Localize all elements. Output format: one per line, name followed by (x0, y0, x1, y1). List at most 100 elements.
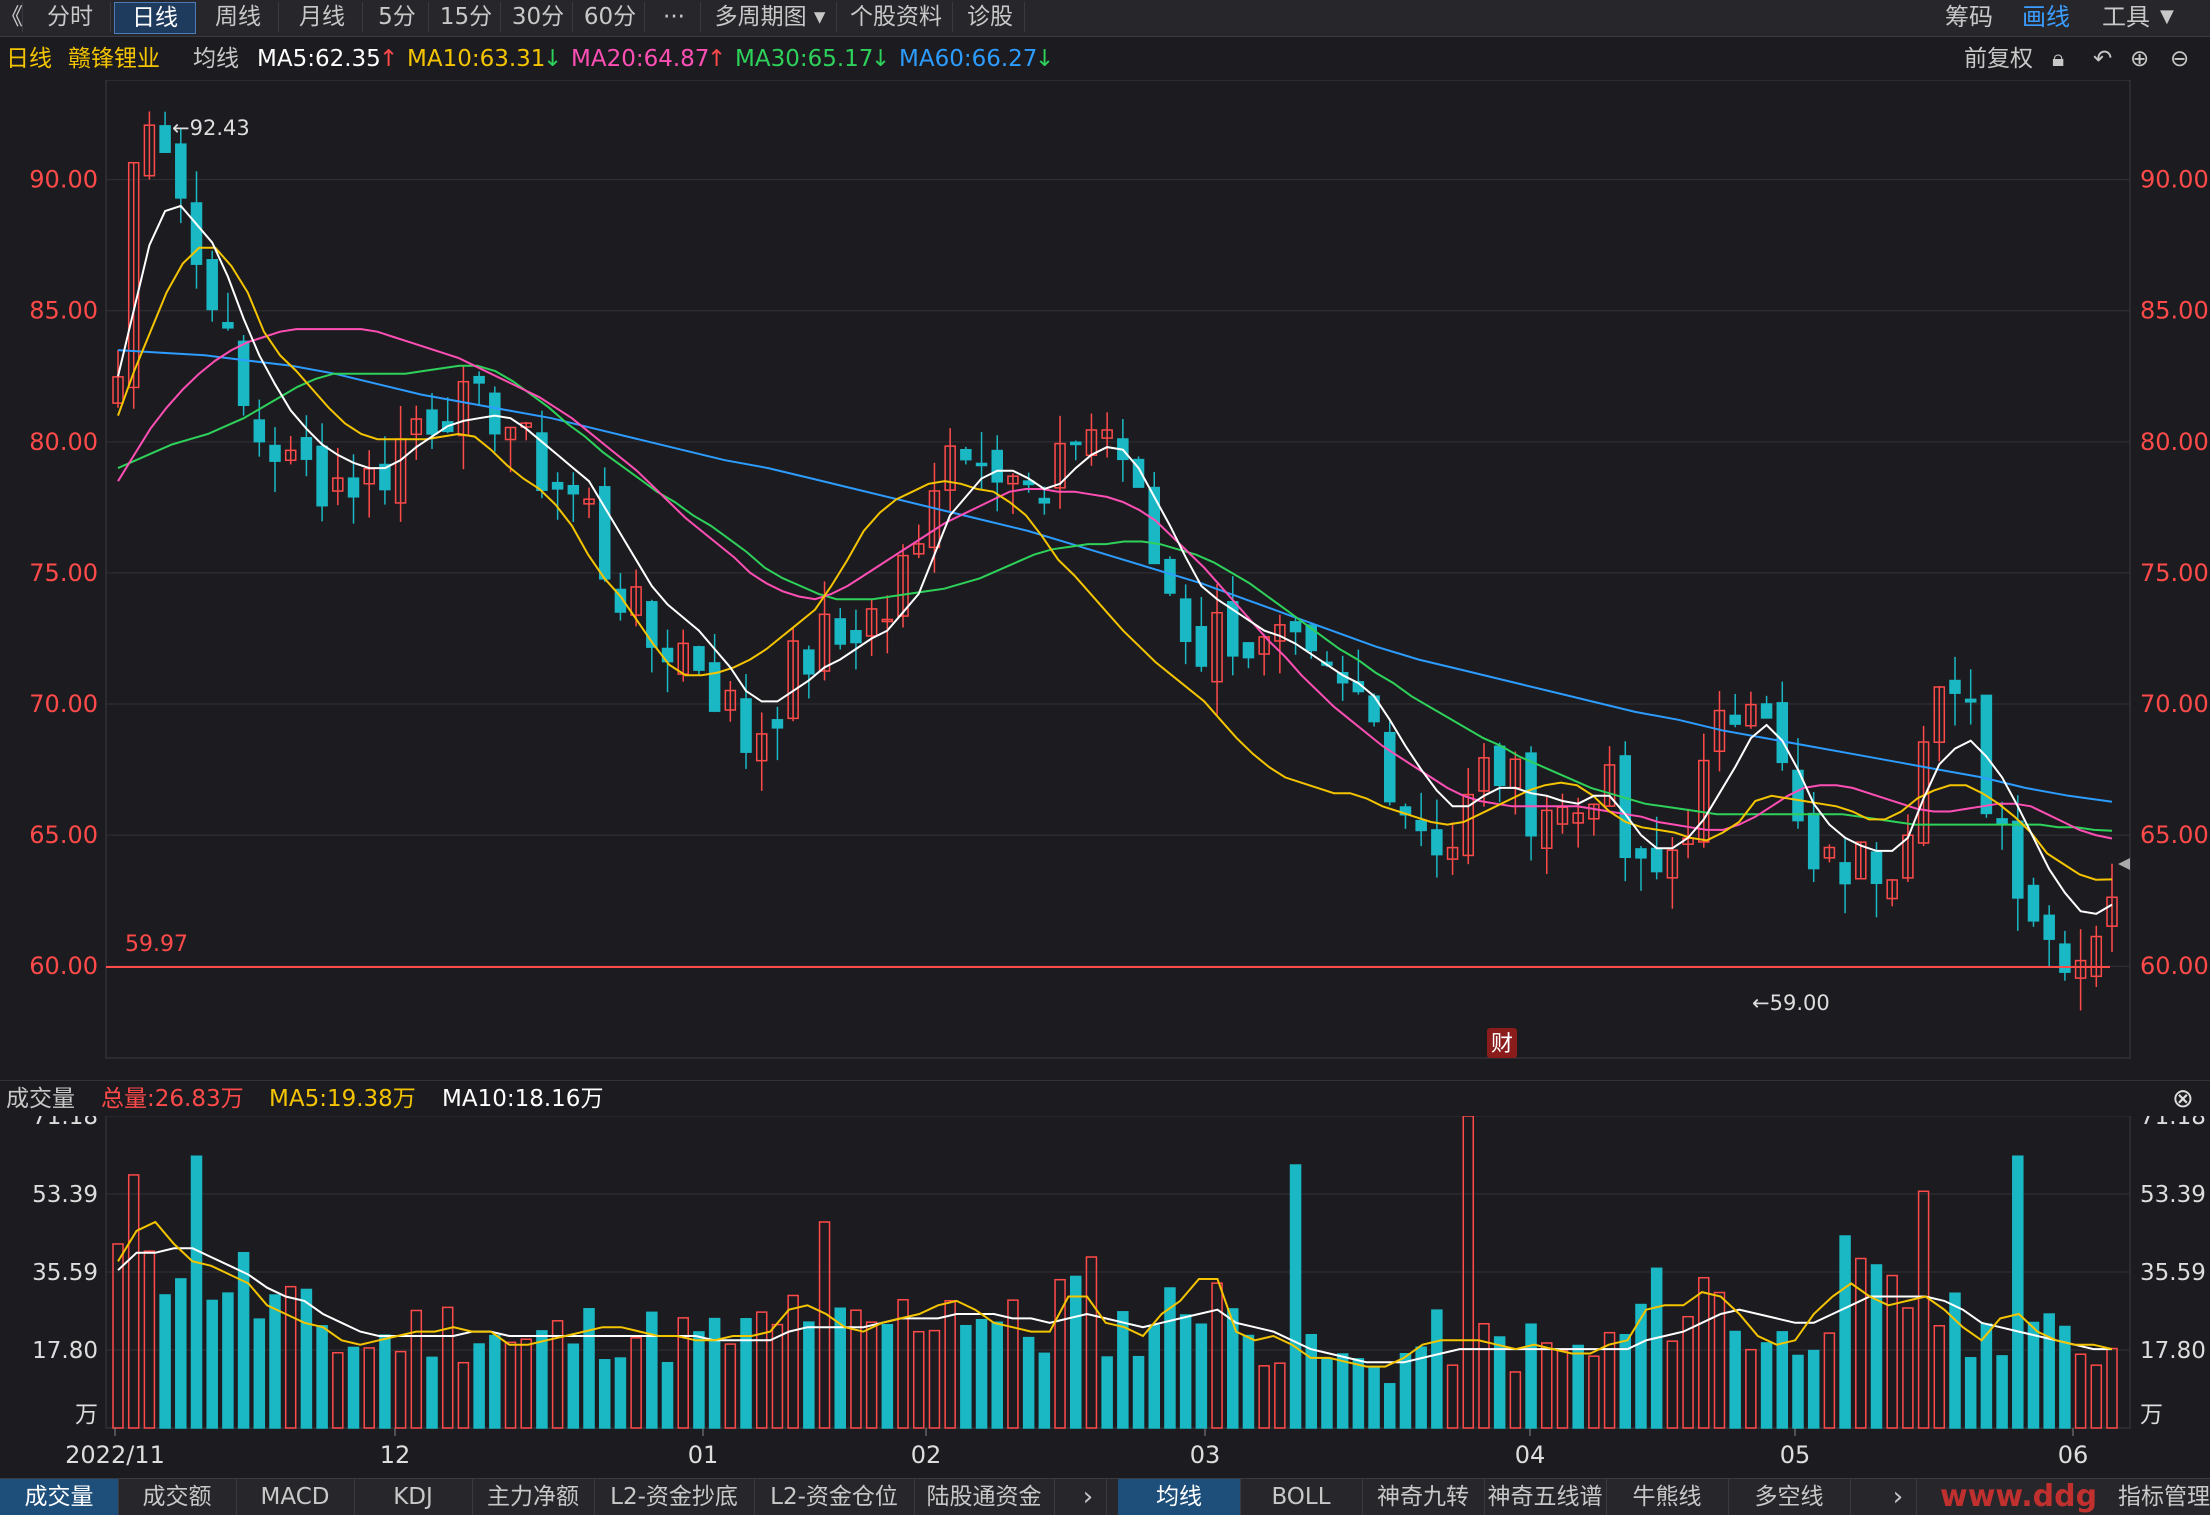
candle-body (504, 426, 517, 441)
back-button[interactable]: 《 (0, 2, 23, 32)
tabs-scroll-right-icon-2[interactable]: › (1880, 1479, 1917, 1515)
candle-body (1964, 698, 1977, 703)
lock-icon[interactable]: 🔒︎ (2052, 46, 2065, 72)
volume-bar (1855, 1257, 1867, 1429)
candle-body (1101, 429, 1113, 439)
indicator-manage-button[interactable]: 指标管理 (2118, 1484, 2210, 1510)
indicator-tab-3[interactable]: KDJ (354, 1479, 473, 1515)
volume-bar (1917, 1190, 1930, 1429)
volume-bar (1650, 1267, 1663, 1429)
indicator-tab-7[interactable]: 陆股通资金 (914, 1479, 1055, 1515)
candle-body (771, 719, 784, 729)
candle-body (1054, 442, 1066, 489)
period-tab-9[interactable]: 多周期图 ▾ (704, 2, 837, 32)
overlay-tab-0[interactable]: 均线 (1118, 1479, 1241, 1515)
zoom-in-icon[interactable]: ⊕ (2130, 46, 2150, 72)
candle-body (190, 202, 203, 265)
candle-body (253, 419, 266, 443)
tools-dropdown-icon[interactable]: ▼ (2160, 6, 2174, 27)
volume-bar (1792, 1354, 1804, 1429)
indicator-tab-2[interactable]: MACD (236, 1479, 355, 1515)
volume-bar (1242, 1334, 1255, 1429)
candle-body (1415, 819, 1427, 832)
period-tab-3[interactable]: 月线 (282, 2, 363, 32)
period-tab-2[interactable]: 周线 (198, 2, 279, 32)
stock-name[interactable]: 赣锋锂业 (68, 46, 160, 72)
overlay-tab-5[interactable]: 多空线 (1728, 1479, 1851, 1515)
x-axis-label: 04 (1515, 1441, 1546, 1469)
volume-bar (1823, 1332, 1836, 1429)
indicator-tab-1[interactable]: 成交额 (118, 1479, 237, 1515)
period-toolbar: 《分时 日线 周线 月线 5分 15分 30分 60分 ··· 多周期图 ▾ 个股资料 诊股 筹码 画… (0, 0, 2210, 37)
candle-body (881, 618, 894, 623)
volume-bar (1729, 1330, 1741, 1429)
candle-body (1776, 702, 1789, 764)
candle-body (1132, 458, 1145, 488)
period-tab-5[interactable]: 15分 (432, 2, 501, 32)
undo-icon[interactable]: ↶ (2093, 46, 2113, 72)
tools-button[interactable]: 工具 (2102, 3, 2150, 31)
overlay-tab-1[interactable]: BOLL (1240, 1479, 1363, 1515)
candle-body (1211, 611, 1223, 683)
high-annotation: ←92.43 (172, 116, 250, 140)
volume-bar (834, 1307, 846, 1429)
close-indicator-icon[interactable]: ⊗ (2172, 1084, 2194, 1114)
tabs-scroll-right-icon[interactable]: › (1070, 1479, 1107, 1515)
candle-body (1807, 812, 1820, 870)
y-tick-right: 85.00 (2140, 297, 2209, 325)
period-tab-7[interactable]: 60分 (576, 2, 645, 32)
period-label: 日线 (6, 46, 52, 72)
candle-body (1650, 847, 1663, 873)
ma60-line (117, 349, 2113, 803)
volume-ma5: MA5:19.38万 (269, 1086, 416, 1112)
ma20-up-arrow-icon: ↑ (707, 46, 727, 72)
period-tab-4[interactable]: 5分 (366, 2, 429, 32)
overlay-tab-2[interactable]: 神奇九转 (1362, 1479, 1485, 1515)
candle-body (1698, 759, 1710, 843)
candle-body (1760, 703, 1773, 719)
ma60-down-arrow-icon: ↓ (1035, 46, 1055, 72)
ma-label[interactable]: 均线 (193, 46, 239, 72)
volume-bar (1886, 1274, 1898, 1429)
indicator-tab-4[interactable]: 主力净额 (472, 1479, 595, 1515)
volume-bar (661, 1361, 674, 1429)
overlay-tab-4[interactable]: 牛熊线 (1606, 1479, 1729, 1515)
volume-chart[interactable]: 71.18 71.18 53.39 53.39 35.59 35.59 17.80 17.80… (0, 1116, 2210, 1478)
period-tab-8[interactable]: ··· (648, 2, 701, 32)
volume-bar (1085, 1256, 1098, 1429)
volume-bar (1588, 1355, 1600, 1429)
period-tab-6[interactable]: 30分 (504, 2, 573, 32)
volume-title[interactable]: 成交量 (6, 1086, 75, 1112)
indicator-tab-6[interactable]: L2-资金仓位 (754, 1479, 915, 1515)
volume-bar (410, 1309, 423, 1429)
candle-body (1462, 793, 1475, 857)
adjust-mode[interactable]: 前复权 (1964, 46, 2033, 72)
candle-body (803, 649, 815, 675)
volume-bar (1384, 1383, 1396, 1429)
period-tab-1[interactable]: 日线 (114, 2, 196, 34)
x-axis-label: 02 (911, 1441, 942, 1469)
period-tab-11[interactable]: 诊股 (956, 2, 1025, 32)
chip-button[interactable]: 筹码 (1945, 3, 1993, 31)
price-chart[interactable]: 90.00 90.00 85.00 85.00 80.00 80.00 75.00 75.00… (0, 80, 2210, 1080)
candle-body (912, 543, 925, 555)
overlay-tab-3[interactable]: 神奇五线谱 (1484, 1479, 1607, 1515)
draw-button[interactable]: 画线 (2022, 3, 2070, 31)
indicator-tab-5[interactable]: L2-资金抄底 (594, 1479, 755, 1515)
candle-body (614, 588, 627, 613)
ma60-value: MA60:66.27 (899, 46, 1038, 72)
volume-bar (1258, 1365, 1270, 1429)
candle-body (991, 449, 1003, 483)
period-tab-0[interactable]: 分时 (30, 2, 111, 32)
candle-body (1038, 497, 1051, 504)
candle-body (1603, 764, 1616, 807)
candle-body (159, 125, 171, 153)
period-tab-10[interactable]: 个股资料 (840, 2, 953, 32)
stock-info-bar: 日线 赣锋锂业 均线 MA5:62.35 ↑ MA10:63.31 ↓ MA20… (0, 40, 2210, 78)
zoom-out-icon[interactable]: ⊖ (2170, 46, 2190, 72)
volume-y-tick-left: 35.59 (32, 1260, 98, 1286)
volume-bar (740, 1318, 752, 1429)
candle-body (1227, 600, 1239, 657)
volume-bar (222, 1292, 234, 1429)
indicator-tab-0[interactable]: 成交量 (0, 1479, 119, 1515)
